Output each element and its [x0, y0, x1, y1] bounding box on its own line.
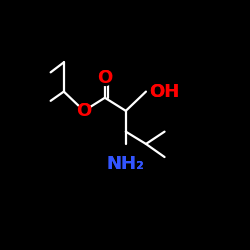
Text: O: O [76, 102, 92, 120]
Text: NH₂: NH₂ [107, 155, 145, 173]
Text: O: O [97, 69, 112, 87]
Text: OH: OH [149, 82, 179, 100]
Text: O: O [97, 69, 112, 87]
Text: NH₂: NH₂ [107, 155, 145, 173]
Text: OH: OH [149, 82, 179, 100]
Text: O: O [76, 102, 92, 120]
